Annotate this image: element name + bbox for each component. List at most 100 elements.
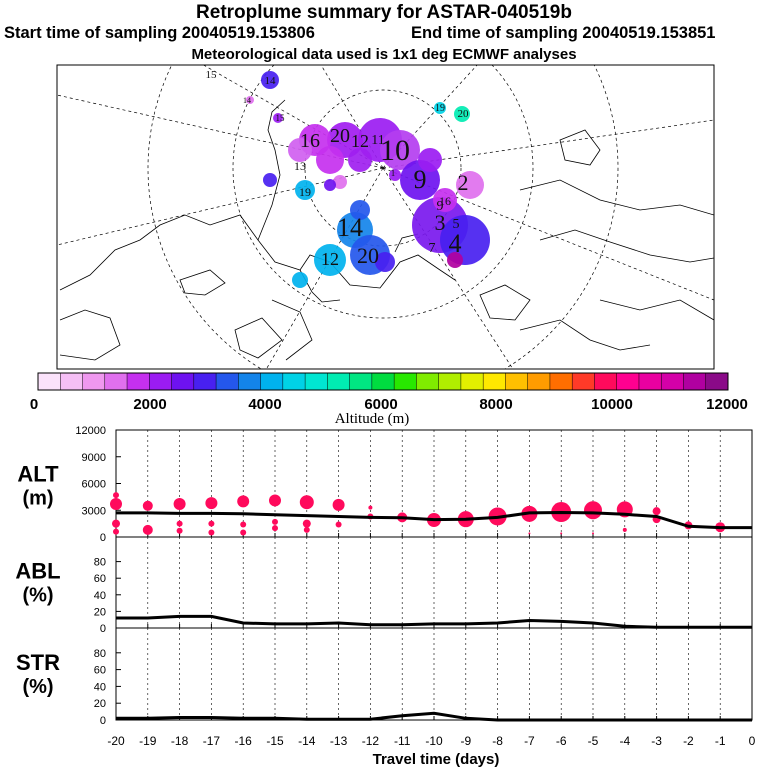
start-time: Start time of sampling 20040519.153806 — [4, 24, 315, 42]
x-tick-label: -20 — [107, 734, 125, 748]
plume-day-label: 3 — [435, 210, 446, 235]
x-tick-label: -5 — [588, 734, 599, 748]
x-tick-label: -19 — [139, 734, 157, 748]
plume-centroid — [454, 106, 470, 122]
panel-label: ABL — [15, 559, 60, 584]
y-tick-label: 9000 — [82, 452, 106, 464]
x-tick-label: 0 — [749, 734, 756, 748]
coastlines — [59, 99, 714, 361]
colorbar-swatch — [60, 373, 84, 390]
plume-day-label: 20 — [357, 243, 379, 268]
plume-centroid — [348, 148, 372, 172]
y-tick-label: 20 — [94, 606, 106, 618]
panel-unit: (%) — [22, 585, 53, 607]
cluster-mark — [205, 497, 218, 510]
plume-centroid — [263, 173, 277, 187]
x-tick-label: -16 — [235, 734, 253, 748]
x-axis-label: Travel time (days) — [373, 751, 500, 768]
x-tick-label: -2 — [683, 734, 694, 748]
plume-day-label: 16 — [300, 130, 320, 152]
plume-day-label: 9 — [414, 165, 427, 194]
y-tick-label: 12000 — [75, 425, 106, 437]
plume-centroid — [389, 169, 401, 181]
cluster-mark — [110, 498, 122, 511]
plume-centroid — [333, 175, 347, 189]
cluster-mark — [272, 525, 278, 532]
colorbar-swatch — [683, 373, 707, 390]
cluster-mark — [584, 501, 602, 520]
plume-day-label: 19 — [435, 103, 445, 114]
cluster-mark — [176, 520, 183, 527]
colorbar-tick-label: 6000 — [364, 396, 397, 413]
colorbar-swatch — [438, 373, 462, 390]
plume-day-label: 5 — [453, 217, 460, 232]
plume-day-label: 20 — [458, 108, 470, 120]
cluster-mark — [240, 521, 247, 528]
panel-str: 80 60 40 20 0 STR(%) — [16, 627, 753, 727]
cluster-mark — [208, 529, 215, 536]
plume-centroid — [273, 113, 283, 123]
cluster-mark — [303, 526, 310, 533]
x-tick-label: -11 — [394, 734, 411, 748]
plume-day-label: 7 — [429, 241, 436, 256]
colorbar-swatch — [127, 373, 150, 390]
plume-day-label: 14 — [337, 213, 363, 242]
x-tick-label: -3 — [651, 734, 662, 748]
panel-unit: (m) — [22, 488, 53, 510]
plume-day-label: 2 — [458, 170, 469, 195]
cluster-mark — [302, 519, 311, 528]
cluster-mark — [332, 498, 345, 511]
y-tick-label: 6000 — [82, 479, 106, 491]
x-tick-label: -17 — [203, 734, 221, 748]
plume-centroid — [380, 130, 420, 170]
cluster-mark — [208, 520, 215, 527]
plume-centroid — [434, 102, 446, 114]
cluster-mark — [113, 528, 119, 535]
y-tick-label: 0 — [100, 715, 106, 727]
colorbar-swatch — [104, 373, 128, 390]
colorbar-swatch — [460, 373, 484, 390]
colorbar-swatch — [82, 373, 106, 390]
y-tick-label: 20 — [94, 698, 106, 710]
colorbar-swatch — [38, 373, 61, 390]
x-axis: -20 -19 -18 -17 -16 -15 -14 -13 -12 -11 -10 -9 -8 -7-… — [107, 734, 755, 768]
end-time: End time of sampling 20040519.153851 — [411, 24, 716, 42]
x-tick-label: -10 — [425, 734, 443, 748]
colorbar-swatch — [505, 373, 529, 390]
plume-day-label: 11 — [371, 133, 384, 148]
cluster-mark — [237, 495, 250, 508]
cluster-mark — [272, 518, 278, 525]
plume-day-label: 16 — [439, 194, 451, 208]
x-tick-label: -4 — [619, 734, 630, 748]
plume-centroid — [418, 148, 442, 172]
plume-day-label: 13 — [294, 159, 306, 173]
cluster-mark — [173, 498, 186, 511]
cluster-mark — [112, 519, 120, 528]
plume-day-label: 12 — [321, 249, 339, 269]
plume-centroids — [246, 71, 490, 288]
x-tick-label: -12 — [362, 734, 380, 748]
colorbar-swatch — [572, 373, 595, 390]
colorbar-swatch — [371, 373, 395, 390]
colorbar-tick-label: 4000 — [248, 396, 281, 413]
colorbar-tick-label: 0 — [30, 396, 38, 413]
plume-centroid — [246, 96, 254, 104]
panel-label: STR — [16, 650, 60, 675]
plume-centroid — [350, 200, 370, 220]
x-tick-label: -9 — [460, 734, 471, 748]
met-data-note: Meteorological data used is 1x1 deg ECMW… — [191, 46, 577, 63]
y-tick-label: 40 — [94, 590, 106, 602]
colorbar-swatch — [282, 373, 306, 390]
plume-centroid — [314, 244, 346, 276]
plume-day-label: 14 — [243, 96, 251, 105]
colorbar-swatch — [193, 373, 217, 390]
plume-centroid — [375, 252, 395, 272]
plume-centroid — [324, 179, 336, 191]
series-line — [116, 711, 752, 722]
cluster-mark — [142, 500, 153, 511]
plume-day-label: 4 — [449, 229, 462, 258]
colorbar-swatch — [527, 373, 551, 390]
panel-unit: (%) — [22, 676, 53, 698]
